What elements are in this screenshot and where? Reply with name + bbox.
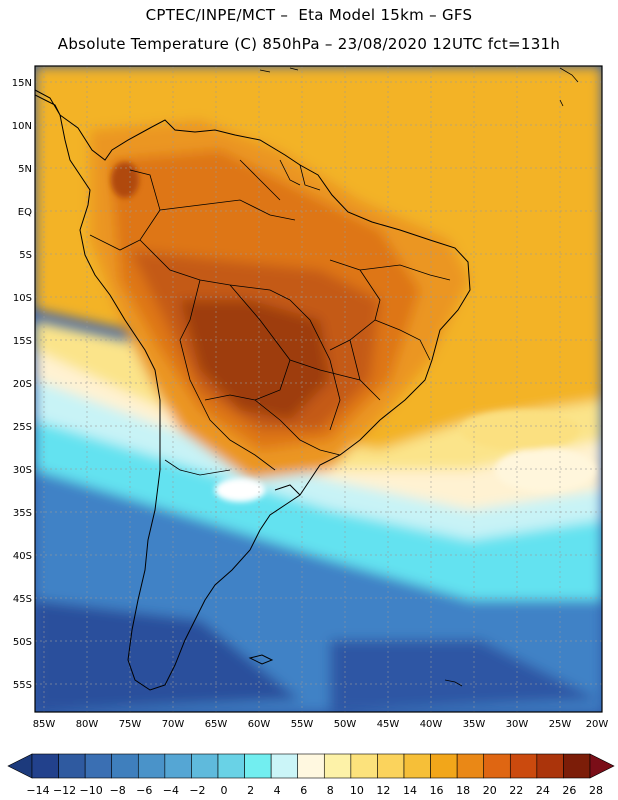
country-borders [89,159,451,476]
lon-label: 20W [586,719,609,730]
lat-label: 15N [12,78,32,89]
field-yellow-patch [460,410,580,450]
lat-label: 5N [18,164,32,175]
field-brown-andes [111,162,139,198]
lat-label: 35S [13,508,32,519]
title-line-1: CPTEC/INPE/MCT – Eta Model 15km – GFS [145,6,473,24]
lat-label: 55S [13,680,32,691]
map-frame [34,65,603,713]
lon-label: 45W [377,719,400,730]
lat-label: 10S [13,293,32,304]
title-line-2: Absolute Temperature (C) 850hPa – 23/08/… [57,35,561,53]
lat-label: 30S [13,465,32,476]
lat-label: 40S [13,551,32,562]
latitude-labels: 15N 10N 5N EQ 5S 10S 15S 20S 25S 30S 35S… [12,78,32,691]
field-pale-patch-lower [215,478,265,502]
lon-label: 80W [76,719,99,730]
lon-label: 65W [205,719,228,730]
south-georgia [444,679,463,687]
lon-label: 55W [291,719,314,730]
lon-label: 75W [119,719,142,730]
rio-de-la-plata [274,484,301,496]
lat-label: 20S [13,379,32,390]
lat-label: 50S [13,637,32,648]
lon-label: 35W [463,719,486,730]
lon-label: 85W [33,719,56,730]
caribbean-islands [259,67,579,107]
lon-label: 40W [420,719,443,730]
lon-label: 30W [506,719,529,730]
lat-label: 5S [19,250,32,261]
south-america-coastline [59,113,471,691]
field-dark-blue-patch-2 [330,640,600,712]
lat-label: 15S [13,336,32,347]
lon-label: 60W [248,719,271,730]
field-brown [180,300,330,420]
lat-label: EQ [18,207,32,218]
lat-label: 10N [12,121,32,132]
lon-label: 50W [334,719,357,730]
falkland-islands [248,654,274,665]
lon-label: 25W [549,719,572,730]
lat-label: 25S [13,422,32,433]
lon-label: 70W [162,719,185,730]
longitude-labels: 85W 80W 75W 70W 65W 60W 55W 50W 45W 40W … [33,719,609,730]
temperature-field [35,66,602,712]
lat-label: 45S [13,594,32,605]
field-cream-patch [495,448,595,492]
central-america-coastline [35,89,61,116]
